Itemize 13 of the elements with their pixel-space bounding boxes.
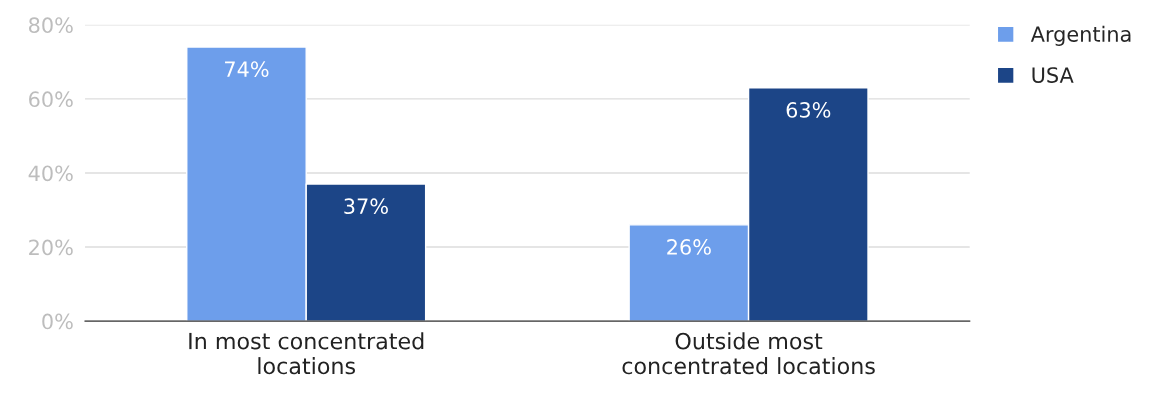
y-tick-label: 80%: [29, 17, 73, 34]
data-label: 63%: [786, 102, 831, 118]
y-tick-label: 0%: [42, 313, 73, 330]
data-label: 74%: [225, 61, 269, 78]
y-tick-label: 20%: [29, 239, 73, 256]
data-label: 37%: [344, 198, 388, 215]
legend-label: USA: [1032, 67, 1074, 83]
x-tick-label: Outside most concentrated locations: [622, 332, 875, 375]
data-label: 26%: [667, 239, 711, 255]
x-tick-label: In most concentrated locations: [189, 332, 424, 375]
y-tick-label: 40%: [28, 165, 73, 182]
legend-label: Argentina: [1030, 25, 1131, 46]
y-tick-label: 60%: [29, 91, 73, 108]
